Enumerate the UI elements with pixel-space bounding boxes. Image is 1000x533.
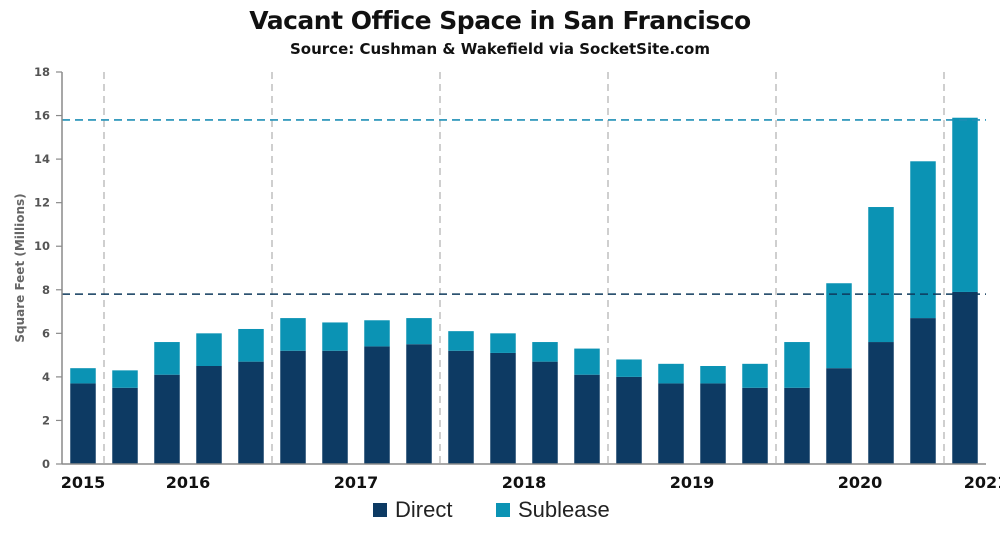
bar-direct-2	[154, 374, 180, 464]
x-tick-label-2020: 2020	[838, 473, 883, 492]
bar-sublease-15	[700, 366, 726, 384]
bar-direct-17	[784, 387, 810, 464]
x-tick-label-2015: 2015	[61, 473, 106, 492]
bar-direct-11	[532, 361, 558, 464]
y-tick-label-8: 8	[42, 283, 50, 297]
legend-label-sublease: Sublease	[518, 497, 610, 522]
y-tick-label-2: 2	[42, 413, 50, 427]
bar-sublease-17	[784, 342, 810, 388]
chart-subtitle: Source: Cushman & Wakefield via SocketSi…	[290, 40, 710, 58]
bar-sublease-9	[448, 331, 474, 351]
bar-sublease-1	[112, 370, 138, 388]
y-tick-label-0: 0	[42, 457, 50, 471]
bar-sublease-2	[154, 342, 180, 375]
y-tick-label-4: 4	[42, 370, 50, 384]
bar-sublease-6	[322, 322, 348, 351]
x-tick-label-2019: 2019	[670, 473, 715, 492]
bar-sublease-20	[910, 161, 936, 319]
x-tick-label-2016: 2016	[166, 473, 211, 492]
bar-direct-3	[196, 366, 222, 464]
bar-direct-16	[742, 387, 768, 464]
x-tick-label-2017: 2017	[334, 473, 379, 492]
bar-direct-19	[868, 342, 894, 464]
bar-sublease-13	[616, 359, 642, 377]
bar-direct-14	[658, 383, 684, 464]
bar-sublease-5	[280, 318, 306, 351]
bar-direct-4	[238, 361, 264, 464]
bar-direct-8	[406, 344, 432, 464]
bar-sublease-12	[574, 348, 600, 375]
bar-sublease-19	[868, 207, 894, 343]
bar-sublease-3	[196, 333, 222, 366]
bar-sublease-18	[826, 283, 852, 369]
bar-sublease-7	[364, 320, 390, 347]
bar-direct-1	[112, 387, 138, 464]
x-tick-label-2018: 2018	[502, 473, 547, 492]
bar-sublease-10	[490, 333, 516, 353]
legend-swatch-direct	[373, 503, 387, 517]
bar-direct-0	[70, 383, 96, 464]
y-tick-label-14: 14	[34, 152, 50, 166]
bar-sublease-21	[952, 117, 978, 292]
bar-direct-5	[280, 350, 306, 464]
y-tick-label-18: 18	[34, 65, 50, 79]
bar-sublease-14	[658, 363, 684, 384]
bar-direct-18	[826, 368, 852, 464]
bar-direct-6	[322, 350, 348, 464]
bar-direct-9	[448, 350, 474, 464]
y-tick-label-16: 16	[34, 109, 50, 123]
bar-sublease-11	[532, 342, 558, 362]
bar-direct-15	[700, 383, 726, 464]
chart-title: Vacant Office Space in San Francisco	[249, 6, 751, 35]
bar-direct-7	[364, 346, 390, 464]
y-tick-label-12: 12	[34, 196, 50, 210]
bar-direct-20	[910, 318, 936, 464]
bar-sublease-16	[742, 363, 768, 388]
bar-sublease-0	[70, 368, 96, 384]
y-tick-label-10: 10	[34, 239, 50, 253]
bar-direct-13	[616, 376, 642, 464]
y-tick-label-6: 6	[42, 326, 50, 340]
x-tick-label-2021: 2021	[964, 473, 1000, 492]
y-axis-label: Square Feet (Millions)	[13, 193, 27, 342]
bar-sublease-8	[406, 318, 432, 345]
legend-swatch-sublease	[496, 503, 510, 517]
bar-direct-12	[574, 374, 600, 464]
legend-label-direct: Direct	[395, 497, 453, 522]
bar-sublease-4	[238, 328, 264, 362]
legend-item-sublease: Sublease	[496, 497, 610, 523]
legend-item-direct: Direct	[373, 497, 452, 523]
bar-direct-10	[490, 352, 516, 464]
bar-direct-21	[952, 291, 978, 464]
